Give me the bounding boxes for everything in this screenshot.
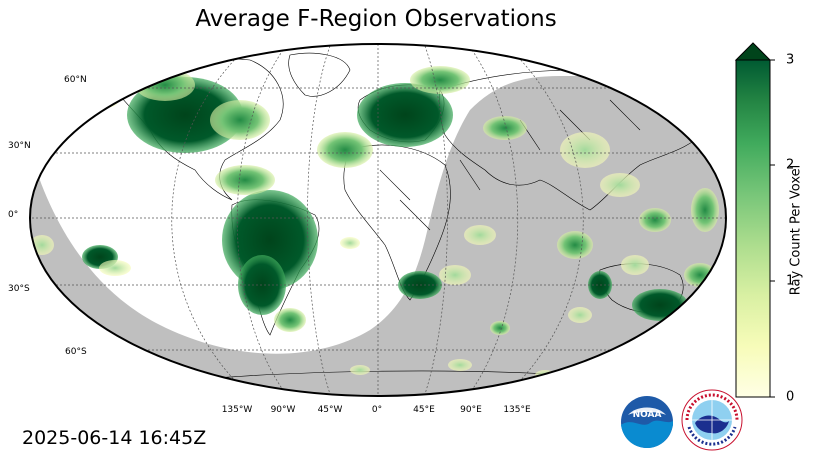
globe-outline — [28, 42, 728, 398]
lon-label-45w: 45°W — [317, 405, 343, 415]
lon-label-135e: 135°E — [503, 405, 531, 415]
svg-text:NOAA: NOAA — [633, 410, 662, 420]
lat-label-30s: 30°S — [8, 284, 30, 294]
colorbar-tick-1: 1 — [786, 273, 795, 289]
colorbar-tick-2: 2 — [786, 157, 795, 173]
colorbar-gradient — [735, 59, 771, 398]
nws-logo — [681, 389, 743, 451]
lon-label-90e: 90°E — [460, 405, 482, 415]
lat-label-60n: 60°N — [64, 75, 87, 85]
map-title: Average F-Region Observations — [195, 6, 557, 32]
night-shade — [30, 76, 726, 396]
timestamp: 2025-06-14 16:45Z — [22, 427, 207, 449]
colorbar-tick-0: 0 — [786, 389, 795, 405]
colorbar-label: Ray Count Per Voxel — [788, 164, 804, 296]
lon-label-45e: 45°E — [413, 405, 435, 415]
lon-label-135w: 135°W — [221, 405, 253, 415]
colorbar-tick-3: 3 — [786, 52, 795, 68]
lat-label-equator: 0° — [8, 210, 19, 220]
lat-label-30n: 30°N — [8, 141, 31, 151]
noaa-logo: NOAA — [621, 396, 673, 448]
lon-label-0: 0° — [371, 405, 383, 415]
colorbar-extend-arrow — [734, 42, 772, 61]
lon-label-90w: 90°W — [270, 405, 296, 415]
colorbar-ticks — [770, 59, 775, 398]
lat-label-60s: 60°S — [65, 347, 87, 357]
